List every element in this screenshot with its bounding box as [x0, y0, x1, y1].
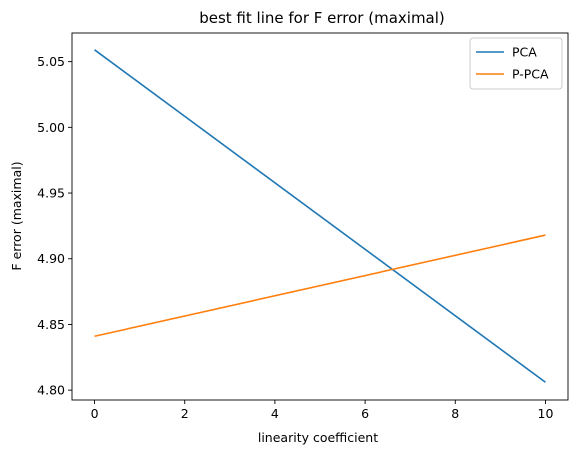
y-tick-label: 5.00	[37, 120, 65, 135]
chart-title: best fit line for F error (maximal)	[199, 9, 445, 27]
x-tick-label: 8	[451, 406, 459, 421]
y-axis-label: F error (maximal)	[9, 161, 24, 270]
series-line-2	[94, 234, 546, 338]
plot-frame	[71, 32, 569, 401]
legend-label-1: PCA	[512, 45, 537, 60]
y-tick-label: 4.85	[37, 317, 65, 332]
x-tick-label: 0	[91, 406, 99, 421]
legend-label-2: P-PCA	[512, 67, 549, 82]
y-tick-label: 4.80	[37, 383, 65, 398]
x-axis-label: linearity coefficient	[258, 430, 378, 445]
y-tick-label: 4.90	[37, 251, 65, 266]
y-tick-label: 5.05	[37, 54, 65, 69]
legend-frame	[469, 37, 563, 90]
series-line-1	[94, 49, 546, 383]
y-tick-label: 4.95	[37, 186, 65, 201]
legend: PCA P-PCA	[469, 37, 563, 90]
x-tick-label: 6	[361, 406, 369, 421]
x-tick-label: 2	[181, 406, 189, 421]
x-tick-label: 10	[538, 406, 554, 421]
x-tick-label: 4	[271, 406, 279, 421]
